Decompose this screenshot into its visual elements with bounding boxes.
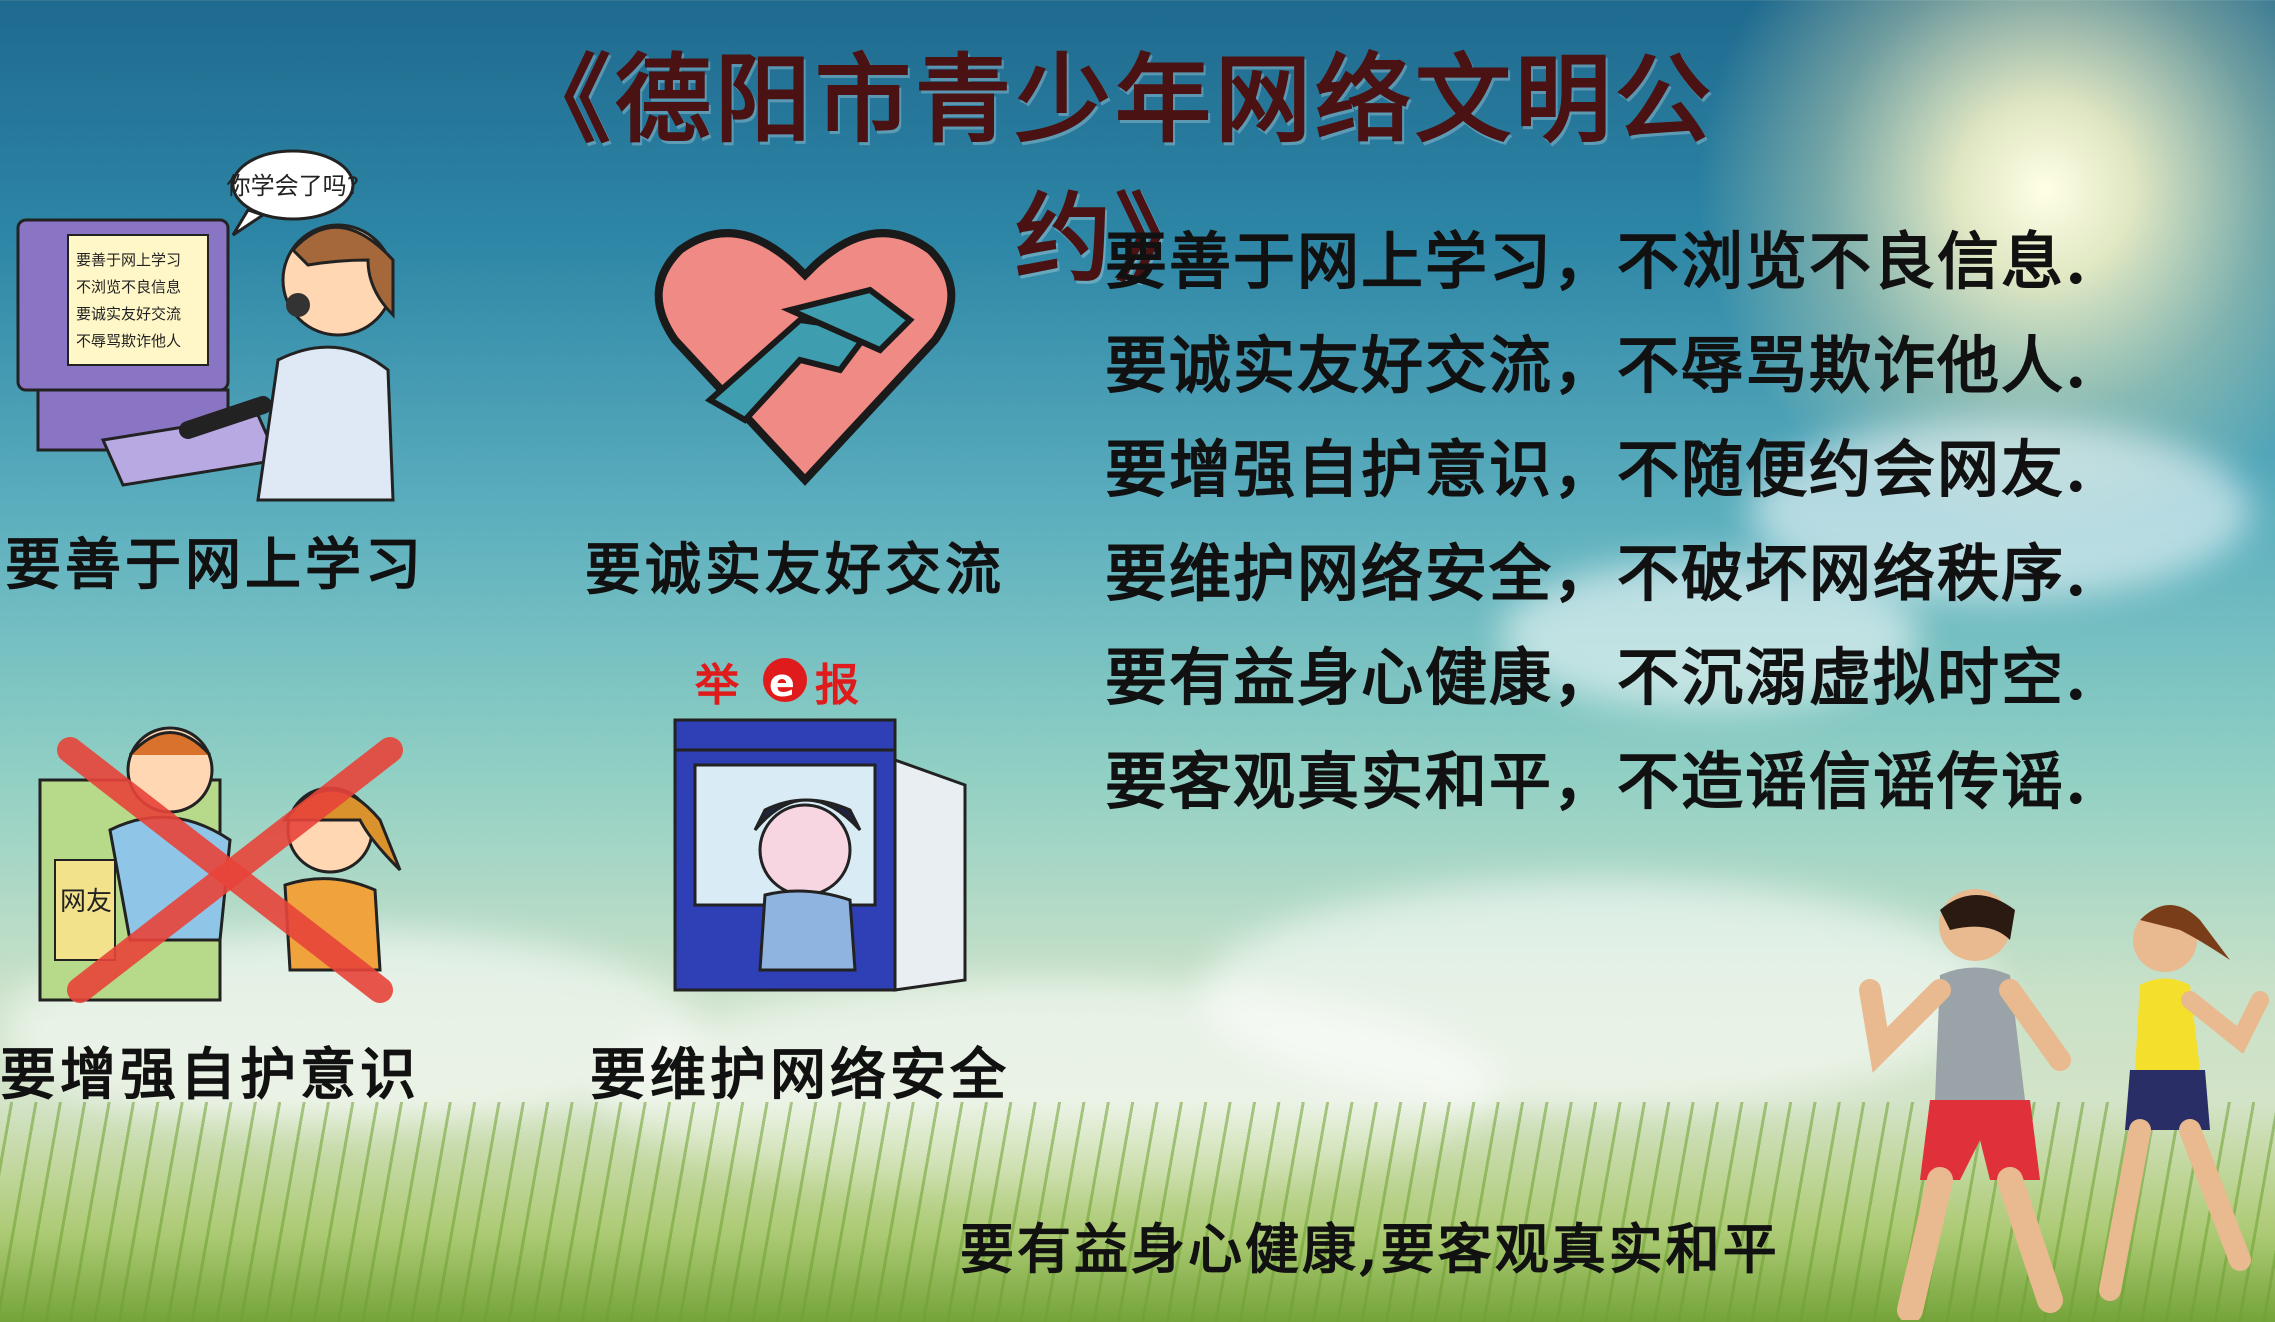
cloud <box>1500 560 1920 710</box>
report-badge-right: 报 <box>815 660 859 711</box>
caption-learning: 要善于网上学习 <box>5 532 425 598</box>
monitor-line: 不辱骂欺诈他人 <box>76 332 181 350</box>
handshake-heart-icon <box>654 229 956 486</box>
rule-item: 要善于网上学习，不浏览不良信息. <box>1105 225 2089 298</box>
caption-friendly: 要诚实友好交流 <box>585 537 1005 603</box>
rule-item: 要有益身心健康，不沉溺虚拟时空. <box>1105 641 2089 714</box>
caption-protection: 要增强自护意识 <box>0 1042 420 1108</box>
speech-bubble-text: 你学会了吗? <box>227 172 360 200</box>
rule-item: 要维护网络安全，不破坏网络秩序. <box>1105 537 2089 610</box>
bottom-slogan: 要有益身心健康,要客观真实和平 <box>960 1217 1780 1281</box>
monitor-line: 要诚实友好交流 <box>76 305 181 323</box>
monitor-line: 不浏览不良信息 <box>76 278 181 296</box>
caption-security: 要维护网络安全 <box>590 1042 1010 1108</box>
rule-item: 要增强自护意识，不随便约会网友. <box>1105 433 2089 506</box>
computer-user-icon: 你学会了吗? 要善于网上学习 不浏览不良信息 要诚实友好交流 不辱骂欺诈他人 <box>16 149 395 502</box>
rules-list: 要善于网上学习，不浏览不良信息. 要诚实友好交流，不辱骂欺诈他人. 要增强自护意… <box>1105 210 2240 834</box>
svg-text:e: e <box>769 661 795 705</box>
crossed-out-netfriend-icon: 网友 <box>38 726 403 1003</box>
page-title: 《德阳市青少年网络文明公约》 <box>515 43 1715 295</box>
grass-field <box>0 1102 2275 1322</box>
report-badge-left: 举 <box>694 660 740 711</box>
rule-item: 要诚实友好交流，不辱骂欺诈他人. <box>1105 329 2089 402</box>
police-booth-icon: 举 e 报 <box>673 658 967 992</box>
netfriend-label: 网友 <box>60 887 112 917</box>
runners-image <box>1859 889 2269 1320</box>
monitor-line: 要善于网上学习 <box>76 251 181 269</box>
cloud <box>1750 420 2250 600</box>
rule-item: 要客观真实和平，不造谣信谣传谣. <box>1105 745 2089 818</box>
